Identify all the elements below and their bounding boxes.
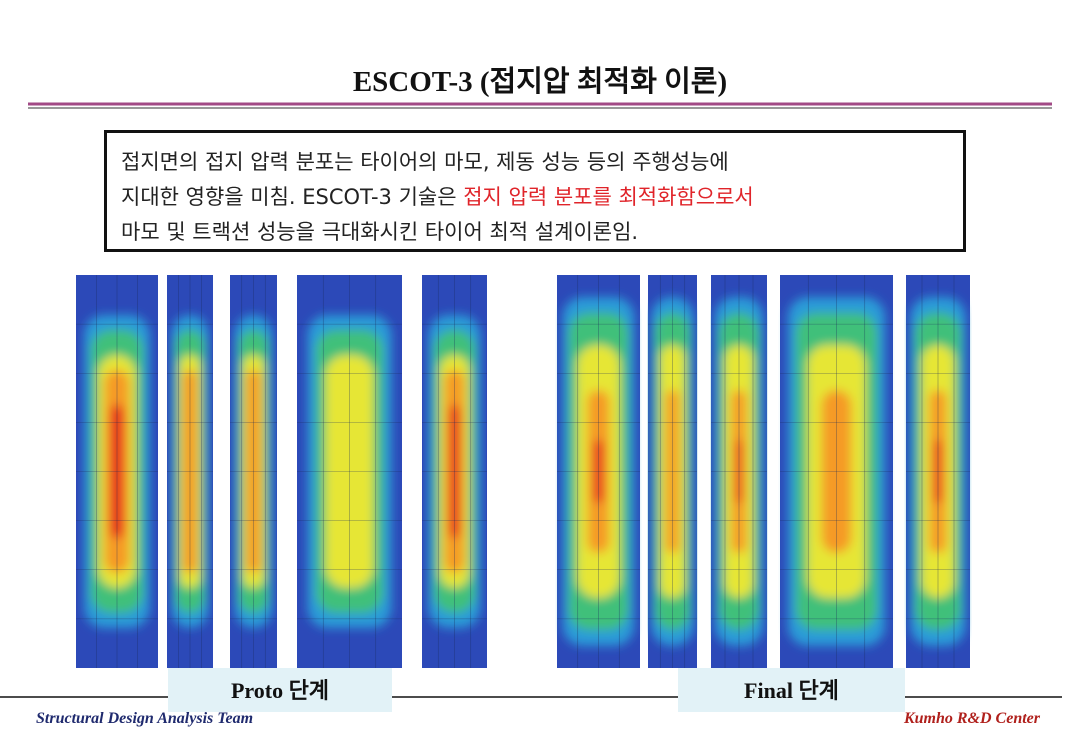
tread-rib: [557, 275, 640, 668]
text: 지대한 영향을 미침. ESCOT-3 기술은: [121, 185, 464, 209]
highlight: 접지 압력 분포를 최적화함으로서: [463, 185, 754, 209]
tread-rib: [167, 275, 213, 668]
description-box: 접지면의 접지 압력 분포는 타이어의 마모, 제동 성능 등의 주행성능에 지…: [104, 130, 966, 252]
tread-rib: [780, 275, 893, 668]
footer-right: Kumho R&D Center: [903, 710, 1040, 727]
tread-rib: [648, 275, 697, 668]
text: 마모 및 트랙션 성능을 극대화시킨 타이어 최적 설계이론임.: [121, 220, 639, 244]
footer-left: Structural Design Analysis Team: [36, 710, 254, 727]
title: ESCOT-3 (접지압 최적화 이론): [352, 66, 728, 98]
tread-rib: [422, 275, 487, 668]
tread-rib: [906, 275, 970, 668]
figure-label: Proto 단계: [168, 668, 392, 712]
text: 접지면의 접지 압력 분포는 타이어의 마모, 제동 성능 등의 주행성능에: [121, 150, 729, 174]
tread-rib: [76, 275, 158, 668]
figure-label: Final 단계: [678, 668, 905, 712]
tread-rib: [230, 275, 277, 668]
tread-rib: [711, 275, 767, 668]
tread-rib: [297, 275, 402, 668]
